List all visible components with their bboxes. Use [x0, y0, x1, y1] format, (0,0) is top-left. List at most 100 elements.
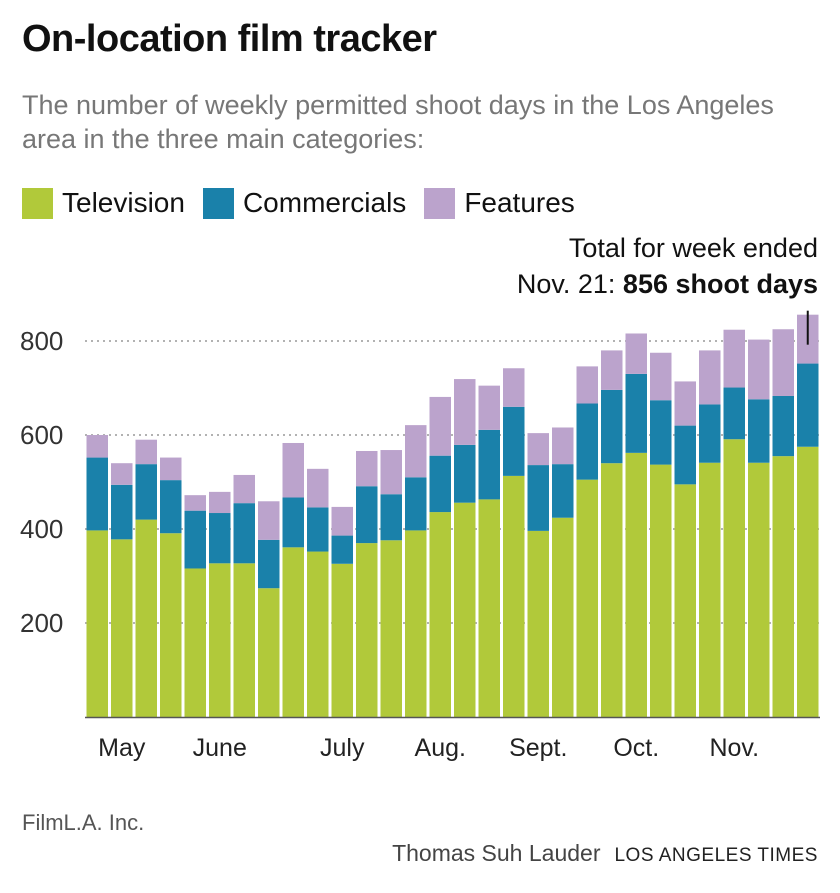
bar-features [356, 450, 378, 487]
bar-commercials [503, 406, 525, 476]
bar-commercials [429, 455, 451, 513]
bar-features [527, 433, 549, 466]
bar-features [454, 379, 476, 445]
bar-features [405, 425, 427, 478]
bar-television [699, 462, 721, 717]
legend-swatch-commercials [202, 187, 234, 219]
bar-commercials [86, 457, 108, 531]
bar-features [86, 435, 108, 458]
bar-commercials [723, 387, 745, 440]
bar-commercials [625, 373, 647, 453]
credit: Thomas Suh Lauder LOS ANGELES TIMES [392, 840, 818, 867]
author-name: Thomas Suh Lauder [392, 840, 601, 866]
bar-features [748, 339, 770, 400]
chart-subtitle: The number of weekly permitted shoot day… [22, 90, 774, 154]
bar-television [625, 452, 647, 717]
bar-television [233, 563, 255, 717]
bar-television [748, 462, 770, 717]
annotation-value: 856 shoot days [622, 269, 818, 299]
bar-television [674, 484, 696, 717]
bar-features [282, 442, 304, 498]
x-tick-label: Nov. [709, 734, 759, 762]
bar-chart: 200 400 600 800 May June July Aug. Sept. Oct. Nov. [20, 310, 820, 762]
bar-features [209, 491, 231, 514]
bar-television [478, 499, 500, 717]
bar-commercials [674, 425, 696, 485]
bar-features [723, 329, 745, 388]
x-tick-label: July [320, 734, 365, 762]
x-tick-label: June [193, 734, 247, 762]
bar-television [184, 568, 206, 717]
bar-features [135, 439, 157, 465]
bar-commercials [576, 403, 598, 480]
y-tick-label: 800 [20, 326, 63, 356]
bar-features [233, 474, 255, 504]
bar-television [454, 502, 476, 717]
organization-name: LOS ANGELES TIMES [614, 845, 818, 866]
bar-commercials [454, 444, 476, 503]
bar-television [405, 530, 427, 717]
bar-features [331, 506, 353, 536]
legend-label-features: Features [464, 187, 575, 218]
bar-features [772, 329, 794, 396]
bar-commercials [527, 465, 549, 531]
bar-commercials [552, 464, 574, 518]
bar-television [307, 551, 329, 717]
legend-item-commercials: Commercials [202, 187, 407, 219]
bar-television [772, 456, 794, 717]
bar-commercials [478, 429, 500, 500]
bar-television [282, 547, 304, 717]
annotation-prefix: Nov. 21: [516, 269, 616, 299]
legend-item-television: Television [22, 187, 185, 219]
bar-features [601, 350, 623, 390]
bar-television [552, 517, 574, 717]
x-tick-label: Oct. [613, 734, 659, 762]
bar-commercials [282, 497, 304, 548]
bar-television [527, 530, 549, 717]
total-annotation: Total for week ended Nov. 21: 856 shoot … [517, 230, 818, 302]
bar-features [258, 501, 280, 540]
legend: Television Commercials Features [22, 185, 593, 221]
bar-television [503, 475, 525, 717]
legend-swatch-television [22, 187, 53, 219]
bar-features [111, 463, 133, 485]
bar-features [576, 366, 598, 404]
bar-television [258, 588, 280, 717]
bar-commercials [748, 399, 770, 463]
bar-features [307, 468, 329, 508]
bar-features [160, 457, 182, 481]
bar-television [723, 439, 745, 717]
bar-features [478, 385, 500, 430]
bar-television [576, 479, 598, 717]
bar-commercials [380, 494, 402, 541]
legend-swatch-features [424, 187, 456, 219]
bar-commercials [111, 484, 133, 540]
bar-television [650, 464, 672, 717]
bar-commercials [699, 404, 721, 463]
bar-commercials [160, 480, 182, 534]
bar-features [429, 396, 451, 456]
bar-television [86, 530, 108, 717]
x-tick-label: Sept. [509, 734, 567, 762]
bar-commercials [797, 363, 819, 447]
bar-commercials [209, 513, 231, 564]
bar-television [380, 540, 402, 717]
annotation-line2: Nov. 21: 856 shoot days [517, 266, 818, 302]
legend-label-television: Television [62, 187, 185, 218]
legend-label-commercials: Commercials [242, 187, 407, 218]
bar-television [135, 519, 157, 717]
bar-features [625, 333, 647, 374]
bar-features [699, 350, 721, 405]
bar-features [650, 352, 672, 401]
bar-commercials [356, 486, 378, 544]
source-label: FilmL.A. Inc. [22, 810, 145, 835]
bar-television [601, 463, 623, 717]
bar-commercials [184, 510, 206, 569]
bar-television [111, 539, 133, 717]
legend-item-features: Features [424, 187, 575, 219]
bar-television [797, 446, 819, 717]
bar-television [356, 543, 378, 717]
bar-features [184, 495, 206, 511]
bar-commercials [258, 539, 280, 589]
bar-features [503, 368, 525, 407]
